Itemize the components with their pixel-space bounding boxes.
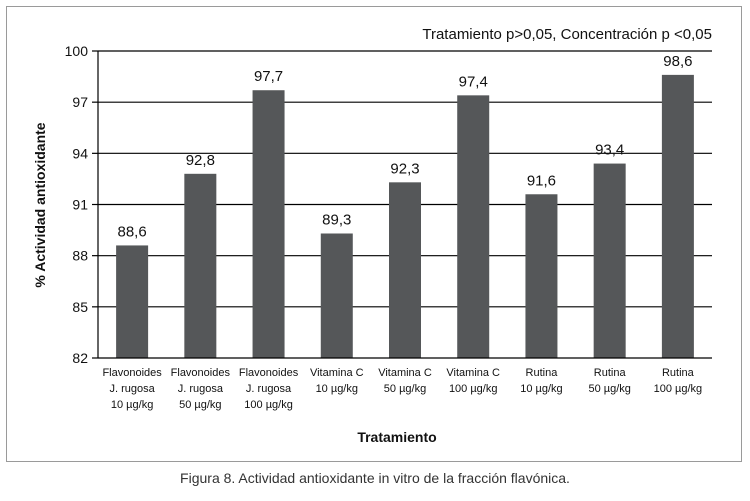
x-tick-label: Vitamina C 50 µg/kg <box>378 367 432 395</box>
bars: 88,6 92,8 97,7 89,3 92,3 97,4 91,6 93,4 98,6 <box>116 53 694 358</box>
y-tick-label: 82 <box>72 350 88 366</box>
x-tick-label: Flavonoides J. rugosa 100 µg/kg <box>239 367 299 411</box>
x-tick-label: Rutina 50 µg/kg <box>588 367 630 395</box>
bar <box>184 173 217 358</box>
y-axis-label: % Actividad antioxidante <box>32 122 48 287</box>
bar <box>525 194 558 358</box>
bar-value-label: 97,4 <box>459 73 488 90</box>
bar <box>252 90 285 358</box>
bar-value-label: 92,3 <box>390 160 419 177</box>
figure-caption: Figura 8. Actividad antioxidante in vitr… <box>180 470 570 486</box>
y-tick-label: 94 <box>72 145 88 161</box>
bar-value-label: 93,4 <box>595 142 624 159</box>
y-tick-label: 91 <box>72 197 88 213</box>
bar <box>320 233 353 358</box>
x-axis-label: Tratamiento <box>357 429 436 445</box>
axes: 82 85 88 91 94 97 100 Flavonoides J. rugosa 10 µg… <box>65 43 712 411</box>
bar-chart: 88,692,897,789,392,397,491,693,498,6 828… <box>32 26 712 445</box>
bar-value-label: 91,6 <box>527 172 556 189</box>
y-tick-label: 97 <box>72 94 88 110</box>
x-tick-label: Vitamina C 100 µg/kg <box>446 367 500 395</box>
bar <box>116 245 149 358</box>
bar-value-label: 98,6 <box>663 53 692 70</box>
bar <box>593 163 626 358</box>
y-tick-label: 100 <box>65 43 89 59</box>
bar <box>457 95 490 358</box>
bar <box>661 74 694 358</box>
y-tick-label: 88 <box>72 248 88 264</box>
bar <box>389 182 421 358</box>
bar-value-label: 89,3 <box>322 211 351 228</box>
x-tick-label: Flavonoides J. rugosa 10 µg/kg <box>102 367 162 411</box>
y-tick-label: 85 <box>72 299 88 315</box>
x-tick-label: Flavonoides J. rugosa 50 µg/kg <box>171 367 231 411</box>
bar-value-label: 92,8 <box>186 152 215 169</box>
x-tick-label: Vitamina C 10 µg/kg <box>310 367 364 395</box>
significance-annotation: Tratamiento p>0,05, Concentración p <0,0… <box>422 26 712 43</box>
x-tick-label: Rutina 100 µg/kg <box>654 367 703 395</box>
x-tick-label: Rutina 10 µg/kg <box>520 367 562 395</box>
bar-value-label: 88,6 <box>118 223 147 240</box>
bar-value-label: 97,7 <box>254 68 283 85</box>
